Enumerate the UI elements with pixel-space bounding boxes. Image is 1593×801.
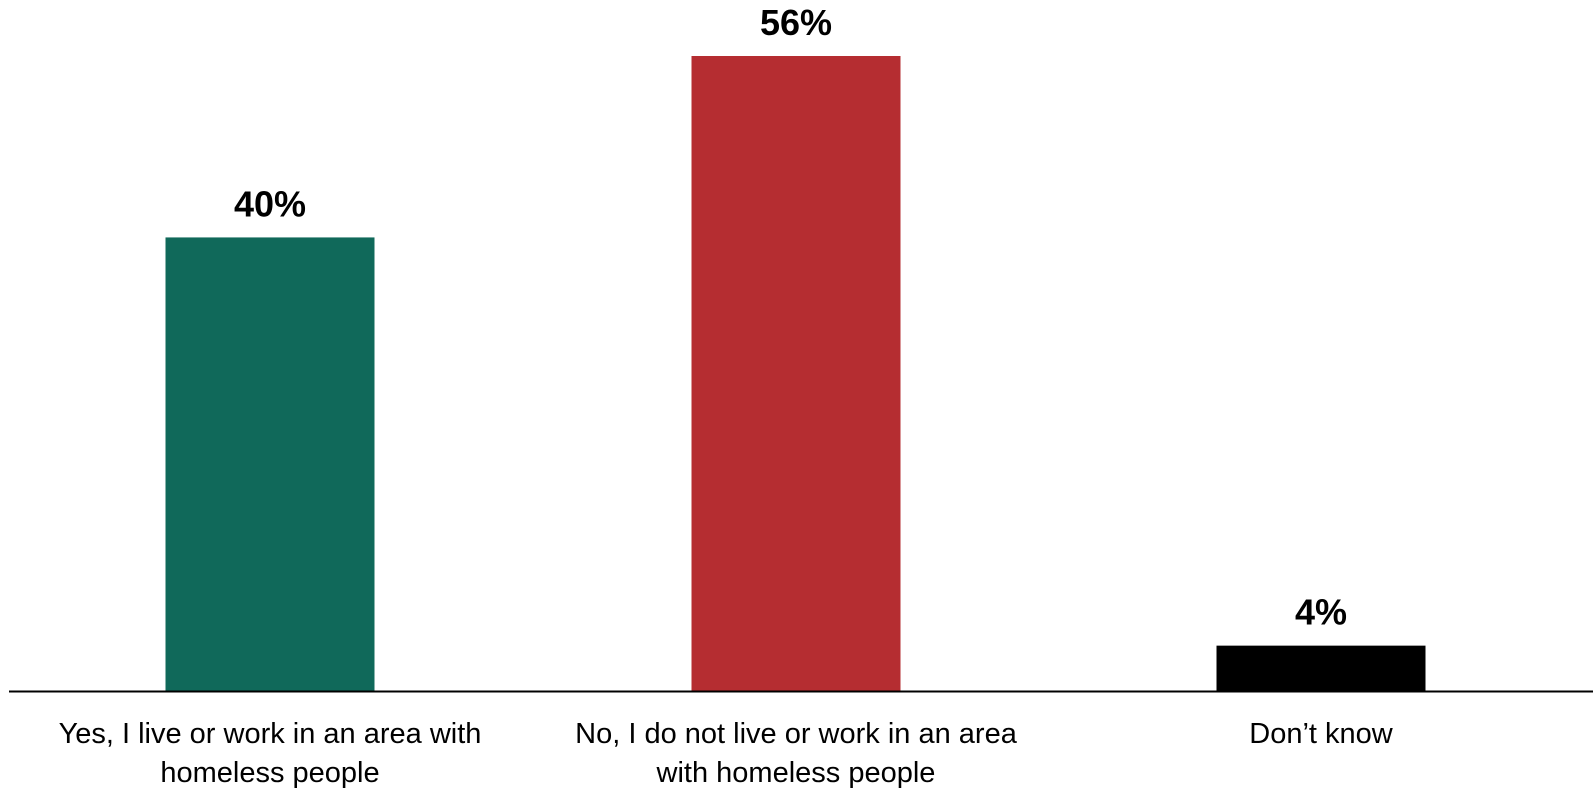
data-label-2: 56%: [760, 2, 832, 43]
category-label-3: Don’t know: [1249, 718, 1394, 750]
category-label-2: No, I do not live or work in an area with…: [575, 718, 1018, 789]
value-labels-group: 40% 56% 4%: [234, 2, 1347, 633]
category-label-line: No, I do not live or work in an area: [575, 718, 1018, 750]
data-label-1: 40%: [234, 183, 306, 224]
category-label-1: Yes, I live or work in an area with homel…: [59, 718, 482, 789]
category-label-line: Yes, I live or work in an area with: [59, 718, 482, 750]
category-label-line: Don’t know: [1249, 718, 1394, 750]
bar-3: [1216, 645, 1426, 691]
category-label-line: homeless people: [160, 757, 379, 789]
bar-2: [691, 56, 901, 691]
category-label-line: with homeless people: [656, 757, 936, 789]
bars-group: [165, 56, 1426, 691]
data-label-3: 4%: [1295, 592, 1347, 633]
bar-1: [165, 237, 375, 691]
category-labels-group: Yes, I live or work in an area with homel…: [59, 718, 1394, 789]
